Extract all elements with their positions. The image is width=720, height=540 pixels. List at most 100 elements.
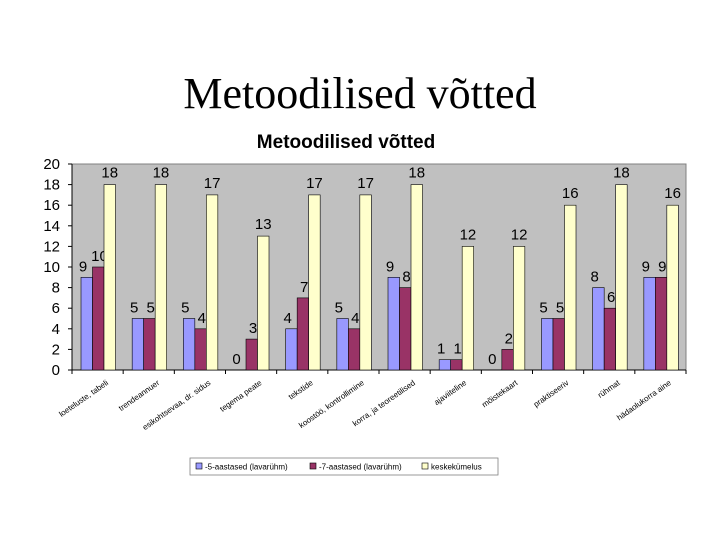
bar <box>348 328 361 371</box>
category-label: mõistekaart <box>480 378 520 410</box>
data-label: 3 <box>249 320 257 337</box>
category-label: tekstide <box>287 378 315 402</box>
data-label: 12 <box>460 226 477 243</box>
bar <box>615 184 628 371</box>
bar <box>194 328 207 371</box>
data-label: 18 <box>101 165 118 182</box>
data-label: 10 <box>91 248 108 265</box>
bar <box>501 349 514 371</box>
bar <box>387 276 400 371</box>
data-label: 5 <box>130 300 138 317</box>
y-tick-label: 14 <box>43 218 60 235</box>
data-label: 6 <box>607 289 615 306</box>
legend-box <box>189 457 499 476</box>
data-label: 2 <box>505 330 513 347</box>
data-label: 12 <box>511 226 528 243</box>
data-label: 4 <box>283 310 291 327</box>
data-label: 13 <box>255 216 272 233</box>
y-tick-label: 2 <box>52 341 60 358</box>
bar <box>245 338 258 371</box>
legend-swatch <box>309 462 317 470</box>
data-label: 5 <box>556 300 564 317</box>
bar <box>131 318 144 371</box>
category-label: praktiseeriv <box>532 378 571 409</box>
bar <box>92 266 105 371</box>
bar <box>183 318 196 371</box>
slide-title: Metoodilised võtted <box>183 69 537 118</box>
bar <box>336 318 349 371</box>
category-label: tegema peate <box>218 378 264 414</box>
data-label: 5 <box>335 300 343 317</box>
category-label: loeteluste, tabeli <box>57 378 110 419</box>
data-label: 5 <box>146 300 154 317</box>
bar <box>461 246 474 371</box>
data-label: 17 <box>306 175 323 192</box>
data-label: 9 <box>79 258 87 275</box>
y-tick-label: 20 <box>43 156 60 173</box>
data-label: 18 <box>153 165 170 182</box>
data-label: 5 <box>539 300 547 317</box>
bar <box>438 359 451 371</box>
category-label: hädaolukorra aine <box>615 378 673 422</box>
bar <box>541 318 554 371</box>
bar <box>80 276 93 371</box>
chart-title: Metoodilised võtted <box>257 132 435 153</box>
y-tick-label: 10 <box>43 259 60 276</box>
data-label: 18 <box>408 165 425 182</box>
data-label: 16 <box>664 185 681 202</box>
y-tick-label: 16 <box>43 197 60 214</box>
data-label: 9 <box>386 258 394 275</box>
plot-area <box>71 163 687 371</box>
data-label: 5 <box>181 300 189 317</box>
bar <box>103 184 116 371</box>
legend-swatch <box>421 462 429 470</box>
legend-swatch <box>195 462 203 470</box>
y-tick-label: 6 <box>52 300 60 317</box>
data-label: 8 <box>402 269 410 286</box>
y-tick-label: 0 <box>52 362 60 379</box>
bar <box>143 318 156 371</box>
bar <box>564 204 577 371</box>
data-label: 9 <box>642 258 650 275</box>
data-label: 4 <box>198 310 206 327</box>
bar <box>399 287 412 371</box>
legend-label: keskekümelus <box>431 463 482 472</box>
data-label: 0 <box>232 351 240 368</box>
bar <box>257 235 270 371</box>
bar <box>359 194 372 371</box>
bar <box>410 184 423 371</box>
data-label: 7 <box>300 279 308 296</box>
y-tick-label: 8 <box>52 280 60 297</box>
category-label: ajaviiteline <box>432 378 468 407</box>
bar <box>308 194 321 371</box>
bar <box>513 246 526 371</box>
bar <box>603 307 616 371</box>
y-tick-label: 12 <box>43 238 60 255</box>
bar <box>296 297 309 371</box>
data-label: 9 <box>658 258 666 275</box>
bar <box>206 194 219 371</box>
bar <box>655 276 668 371</box>
y-tick-label: 4 <box>52 321 60 338</box>
data-label: 17 <box>357 175 374 192</box>
data-label: 1 <box>453 341 461 358</box>
legend-label: -7-aastased (lavarühm) <box>319 463 402 472</box>
bar <box>552 318 565 371</box>
bar <box>592 287 605 371</box>
category-label: trendeannuer <box>117 378 161 413</box>
data-label: 16 <box>562 185 579 202</box>
data-label: 8 <box>590 269 598 286</box>
data-label: 1 <box>437 341 445 358</box>
bar <box>450 359 463 371</box>
data-label: 4 <box>351 310 359 327</box>
data-label: 0 <box>488 351 496 368</box>
bar <box>285 328 298 371</box>
y-tick-label: 18 <box>43 177 60 194</box>
bar <box>643 276 656 371</box>
legend-label: -5-aastased (lavarühm) <box>205 463 288 472</box>
data-label: 18 <box>613 165 630 182</box>
category-label: rühmat <box>596 378 622 400</box>
bar <box>154 184 167 371</box>
data-label: 17 <box>204 175 221 192</box>
